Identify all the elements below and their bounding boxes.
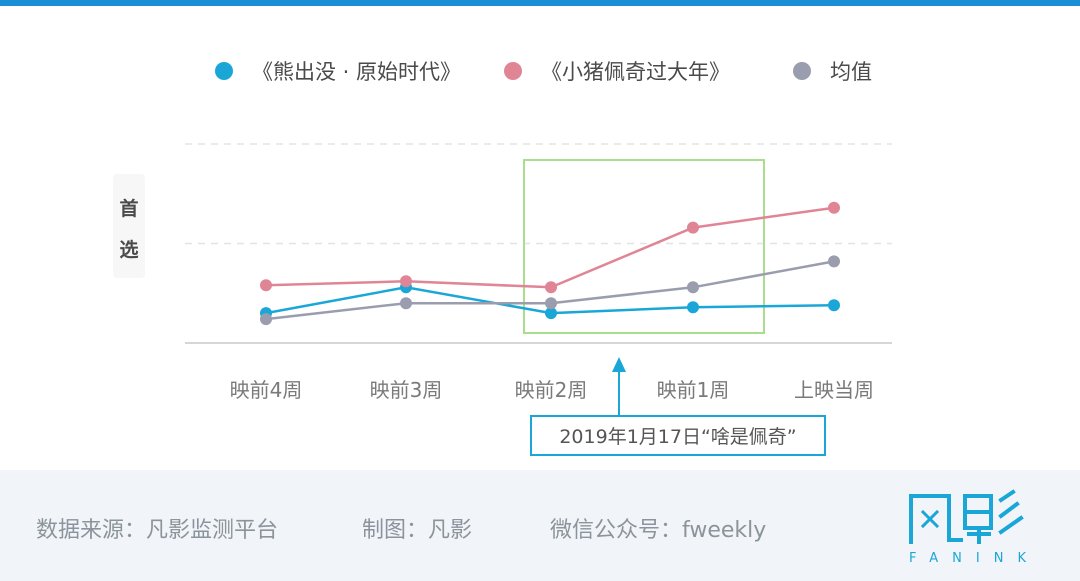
data-point <box>828 299 840 312</box>
annotation-box <box>530 415 826 456</box>
chart-grid <box>185 143 892 344</box>
highlight-box <box>523 159 765 334</box>
footer <box>0 470 1080 581</box>
data-point <box>545 297 557 310</box>
y-axis-label-char: 首 <box>119 197 138 220</box>
logo-subtext: FANINK <box>909 551 1035 566</box>
legend-marker <box>793 62 811 80</box>
legend-label: 《熊出没 · 原始时代》 <box>252 60 461 84</box>
annotation-text: 2019年1月17日“啥是佩奇” <box>559 426 796 448</box>
data-point <box>545 281 557 294</box>
data-point <box>260 313 272 326</box>
data-point <box>687 221 699 234</box>
x-tick-label: 上映当周 <box>794 378 874 402</box>
data-point <box>828 201 840 214</box>
legend-marker <box>215 62 233 80</box>
data-point <box>400 275 412 288</box>
data-point <box>400 297 412 310</box>
data-point <box>828 255 840 268</box>
legend-marker <box>504 62 522 80</box>
data-point <box>687 281 699 294</box>
y-label-background <box>113 174 145 278</box>
y-axis-label-char: 选 <box>119 239 138 261</box>
legend-label: 《小猪佩奇过大年》 <box>541 60 730 84</box>
fanink-logo: FANINK 凡影 <box>905 488 1035 566</box>
highlight-rect <box>523 159 765 334</box>
footer-wechat: 微信公众号：fweekly <box>550 518 767 543</box>
footer-credit: 制图：凡影 <box>362 518 473 543</box>
series-line <box>265 206 835 289</box>
x-tick-label: 映前2周 <box>515 378 588 402</box>
x-tick-label: 映前3周 <box>370 378 443 402</box>
logo-brand: 凡影 <box>905 488 907 489</box>
x-tick-label: 映前1周 <box>657 378 730 402</box>
data-point <box>260 279 272 292</box>
annotation: 2019年1月17日“啥是佩奇” <box>530 357 826 456</box>
line-chart: 《熊出没 · 原始时代》 《小猪佩奇过大年》 均值 首选 映前4周 映前3周 映前2周映… <box>113 60 892 456</box>
annotation-arrowhead <box>612 357 626 372</box>
y-axis-label: 首选 <box>113 174 145 278</box>
footer-source: 数据来源：凡影监测平台 <box>36 518 279 543</box>
x-axis-ticks: 映前4周 映前3周 映前2周 映前1周 上映当周 <box>230 378 874 402</box>
x-tick-label: 映前4周 <box>230 378 303 402</box>
legend-label: 均值 <box>830 60 872 84</box>
data-point <box>545 307 557 320</box>
top-accent-bar <box>0 0 1080 6</box>
data-point <box>687 301 699 314</box>
chart-series <box>260 201 840 326</box>
chart-legend: 《熊出没 · 原始时代》 《小猪佩奇过大年》 均值 <box>215 60 872 84</box>
